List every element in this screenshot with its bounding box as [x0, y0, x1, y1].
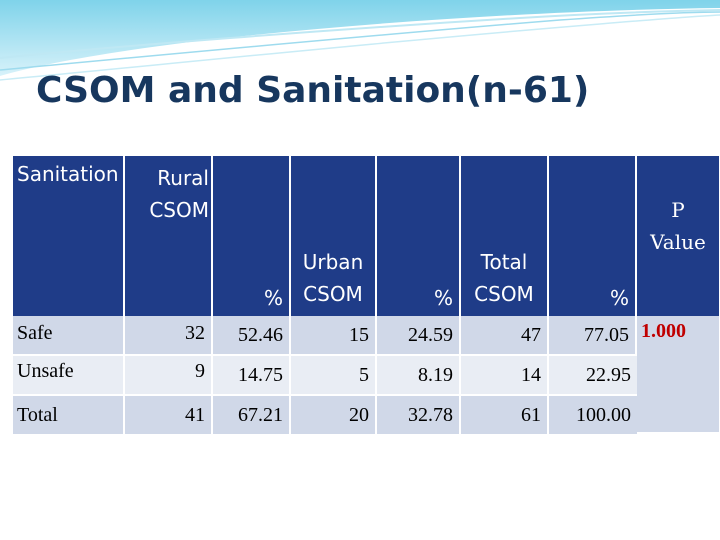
header-wave-decoration	[0, 0, 720, 81]
header-urban-csom: Urban CSOM	[291, 156, 377, 316]
header-pvalue: P Value	[637, 156, 719, 316]
sanitation-table: Sanitation Rural CSOM % Urban CSOM % Tot…	[13, 156, 719, 434]
header-sanitation: Sanitation	[13, 156, 125, 316]
rural-count: 9	[125, 356, 213, 396]
table-row: Unsafe 9 14.75 5 8.19 14 22.95	[13, 356, 719, 396]
rural-count: 41	[125, 396, 213, 434]
urban-count: 15	[291, 316, 377, 356]
page-title: CSOM and Sanitation(n-61)	[36, 70, 590, 111]
total-pct: 100.00	[549, 396, 637, 434]
urban-pct: 32.78	[377, 396, 461, 434]
urban-count: 20	[291, 396, 377, 434]
pvalue-cell: 1.000	[637, 316, 719, 434]
header-rural-csom: Rural CSOM	[125, 156, 213, 316]
header-rural-pct: %	[213, 156, 291, 316]
total-pct: 22.95	[549, 356, 637, 396]
header-row: Sanitation Rural CSOM % Urban CSOM % Tot…	[13, 156, 719, 316]
rural-pct: 67.21	[213, 396, 291, 434]
rural-count: 32	[125, 316, 213, 356]
rural-pct: 52.46	[213, 316, 291, 356]
row-label: Total	[13, 396, 125, 434]
urban-count: 5	[291, 356, 377, 396]
table-row: Safe 32 52.46 15 24.59 47 77.05 1.000	[13, 316, 719, 434]
row-label: Unsafe	[13, 356, 125, 396]
total-pct: 77.05	[549, 316, 637, 356]
total-count: 47	[461, 316, 549, 356]
urban-pct: 8.19	[377, 356, 461, 396]
table-row: Total 41 67.21 20 32.78 61 100.00	[13, 396, 719, 434]
rural-pct: 14.75	[213, 356, 291, 396]
row-label: Safe	[13, 316, 125, 356]
total-count: 61	[461, 396, 549, 434]
urban-pct: 24.59	[377, 316, 461, 356]
pvalue-text: 1.000	[641, 320, 686, 342]
header-urban-pct: %	[377, 156, 461, 316]
header-total-pct: %	[549, 156, 637, 316]
header-total-csom: Total CSOM	[461, 156, 549, 316]
total-count: 14	[461, 356, 549, 396]
